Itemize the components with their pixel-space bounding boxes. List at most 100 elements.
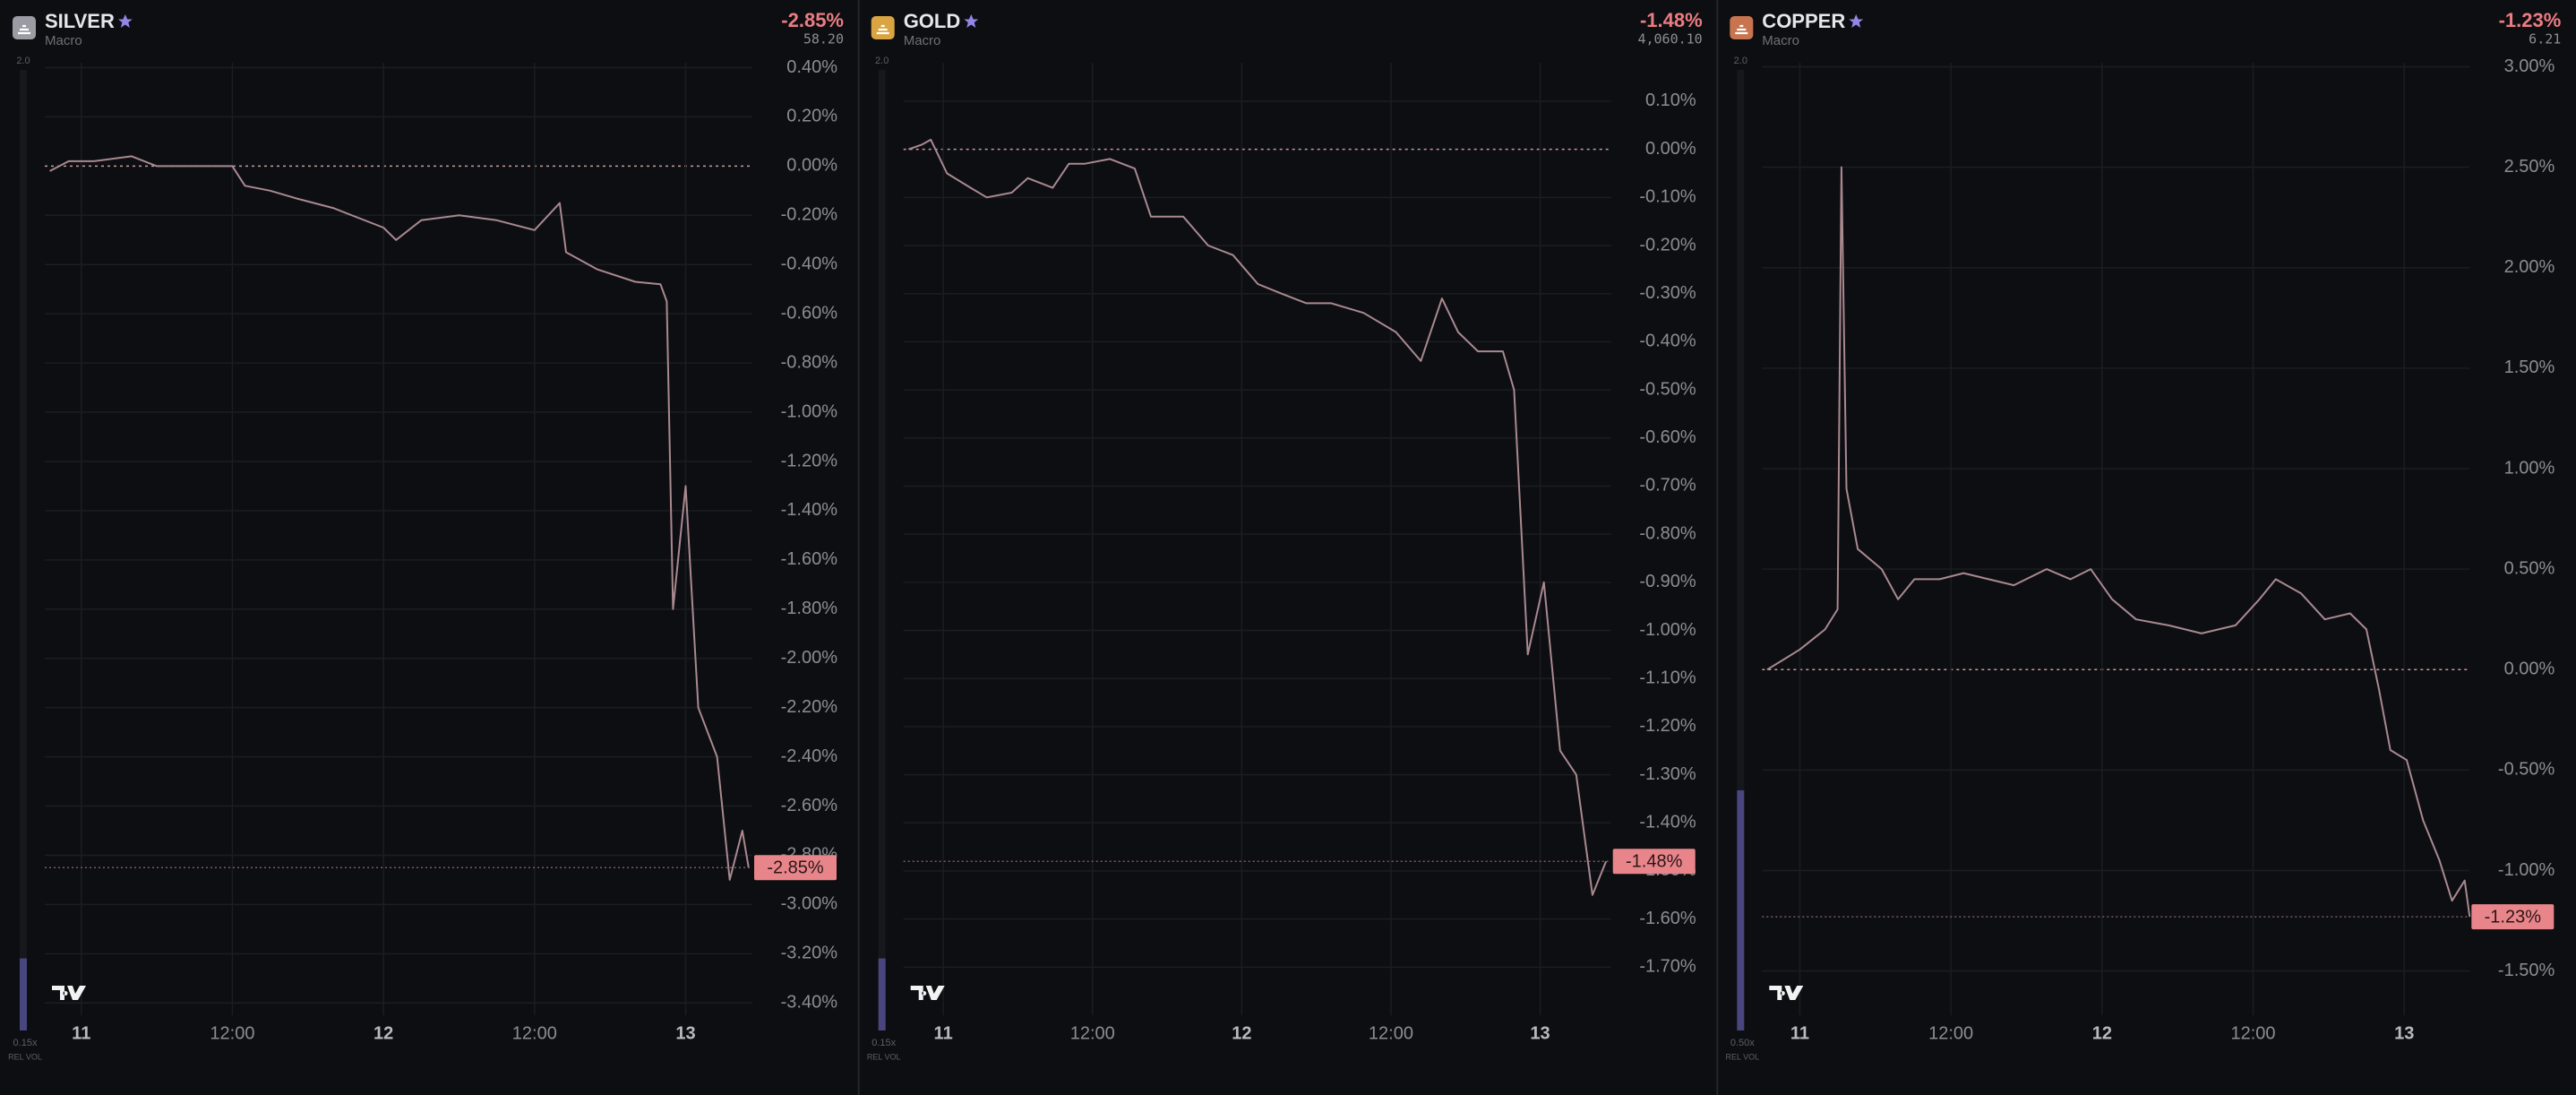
- y-tick-label: -1.00%: [1639, 620, 1696, 640]
- price-line: [1766, 166, 2471, 918]
- y-tick-label: -0.40%: [781, 254, 838, 274]
- asset-title: COPPER: [1762, 10, 1845, 32]
- y-tick-label: -2.20%: [781, 697, 838, 717]
- y-tick-label: -1.20%: [781, 451, 838, 470]
- x-tick-label: 12: [374, 1023, 393, 1043]
- rel-vol-title: REL VOL: [1725, 1052, 1759, 1061]
- y-tick-label: -3.40%: [781, 993, 838, 1013]
- price-line: [49, 155, 750, 881]
- x-tick-label: 13: [1530, 1023, 1550, 1043]
- asset-title: SILVER: [45, 10, 115, 32]
- x-tick-label: 11: [934, 1023, 953, 1043]
- y-tick-label: -0.70%: [1639, 476, 1696, 496]
- rel-vol-title: REL VOL: [867, 1052, 901, 1061]
- y-tick-label: -2.60%: [781, 796, 838, 815]
- x-tick-label: 12:00: [512, 1023, 557, 1043]
- rel-vol-label: 0.50x: [1730, 1038, 1755, 1048]
- y-tick-label: 0.00%: [1645, 139, 1696, 159]
- asset-icon: [871, 16, 895, 39]
- y-tick-label: -1.30%: [1639, 764, 1696, 784]
- price-label: 58.20: [803, 31, 844, 47]
- y-tick-label: -0.80%: [1639, 523, 1696, 543]
- tv-logo: [52, 986, 86, 1000]
- x-tick-label: 13: [675, 1023, 695, 1043]
- change-label: -1.23%: [2499, 9, 2562, 31]
- y-tick-label: -0.80%: [781, 352, 838, 372]
- rel-vol-bar: [20, 958, 27, 1030]
- rel-vol-label: 0.15x: [872, 1038, 896, 1048]
- asset-icon: [1730, 16, 1754, 39]
- x-tick-label: 12: [1232, 1023, 1251, 1043]
- asset-icon: [13, 16, 36, 39]
- asset-subtitle: Macro: [45, 33, 82, 48]
- y-tick-label: -1.50%: [2498, 961, 2555, 980]
- y-tick-label: 1.50%: [2504, 358, 2555, 377]
- y-tick-label: -1.00%: [781, 401, 838, 421]
- asset-subtitle: Macro: [1762, 33, 1799, 48]
- y-tick-label: 2.00%: [2504, 257, 2555, 277]
- y-tick-label: -0.20%: [1639, 235, 1696, 254]
- y-tick-label: -1.00%: [2498, 860, 2555, 880]
- y-tick-label: -0.50%: [1639, 379, 1696, 399]
- y-tick-label: -1.10%: [1639, 668, 1696, 687]
- rel-vol-track: [1737, 70, 1745, 1030]
- tv-logo: [1769, 986, 1804, 1000]
- y-tick-label: -1.60%: [1639, 909, 1696, 928]
- y-tick-label: -3.00%: [781, 894, 838, 914]
- asset-subtitle: Macro: [904, 33, 941, 48]
- x-tick-label: 12: [2092, 1023, 2112, 1043]
- y-tick-label: -1.40%: [1639, 813, 1696, 832]
- y-tick-label: 0.20%: [786, 107, 837, 126]
- x-tick-label: 11: [1790, 1023, 1809, 1043]
- y-tick-label: -0.40%: [1639, 332, 1696, 351]
- y-tick-label: 0.00%: [2504, 660, 2555, 679]
- x-tick-label: 12:00: [1070, 1023, 1115, 1043]
- rel-vol-max: 2.0: [16, 56, 30, 66]
- favorite-star: [1849, 14, 1864, 28]
- y-tick-label: -1.40%: [781, 500, 838, 520]
- y-tick-label: -3.20%: [781, 944, 838, 963]
- y-tick-label: -0.10%: [1639, 187, 1696, 207]
- price-label: 6.21: [2529, 31, 2561, 47]
- y-tick-label: 0.40%: [786, 57, 837, 77]
- rel-vol-max: 2.0: [875, 56, 889, 66]
- favorite-star: [964, 14, 979, 28]
- x-tick-label: 13: [2394, 1023, 2414, 1043]
- current-badge: [2471, 904, 2555, 930]
- favorite-star: [117, 14, 133, 28]
- current-label: -2.85%: [767, 858, 824, 877]
- rel-vol-max: 2.0: [1734, 56, 1747, 66]
- rel-vol-track: [878, 70, 886, 1030]
- rel-vol-title: REL VOL: [8, 1052, 42, 1061]
- y-tick-label: -0.90%: [1639, 572, 1696, 591]
- y-tick-label: -1.80%: [781, 599, 838, 618]
- y-tick-label: -1.20%: [1639, 716, 1696, 736]
- current-badge: [754, 855, 837, 881]
- y-tick-label: 0.00%: [786, 156, 837, 176]
- current-label: -1.48%: [1626, 851, 1683, 871]
- y-tick-label: -0.60%: [781, 303, 838, 323]
- y-tick-label: -2.00%: [781, 648, 838, 668]
- y-tick-label: -2.40%: [781, 746, 838, 766]
- rel-vol-label: 0.15x: [13, 1038, 38, 1048]
- y-tick-label: 0.10%: [1645, 91, 1696, 110]
- asset-icon-glyph: [1735, 24, 1748, 35]
- x-tick-label: 12:00: [1928, 1023, 1973, 1043]
- tv-logo: [910, 986, 945, 1000]
- x-tick-label: 12:00: [1369, 1023, 1413, 1043]
- x-tick-label: 12:00: [2230, 1023, 2275, 1043]
- price-line: [907, 138, 1608, 896]
- y-tick-label: 0.50%: [2504, 558, 2555, 578]
- y-tick-label: 1.00%: [2504, 458, 2555, 478]
- rel-vol-track: [20, 70, 27, 1030]
- asset-title: GOLD: [904, 10, 961, 32]
- y-tick-label: -1.70%: [1639, 957, 1696, 977]
- y-tick-label: -0.60%: [1639, 427, 1696, 447]
- y-tick-label: -0.30%: [1639, 283, 1696, 303]
- y-tick-label: 2.50%: [2504, 157, 2555, 177]
